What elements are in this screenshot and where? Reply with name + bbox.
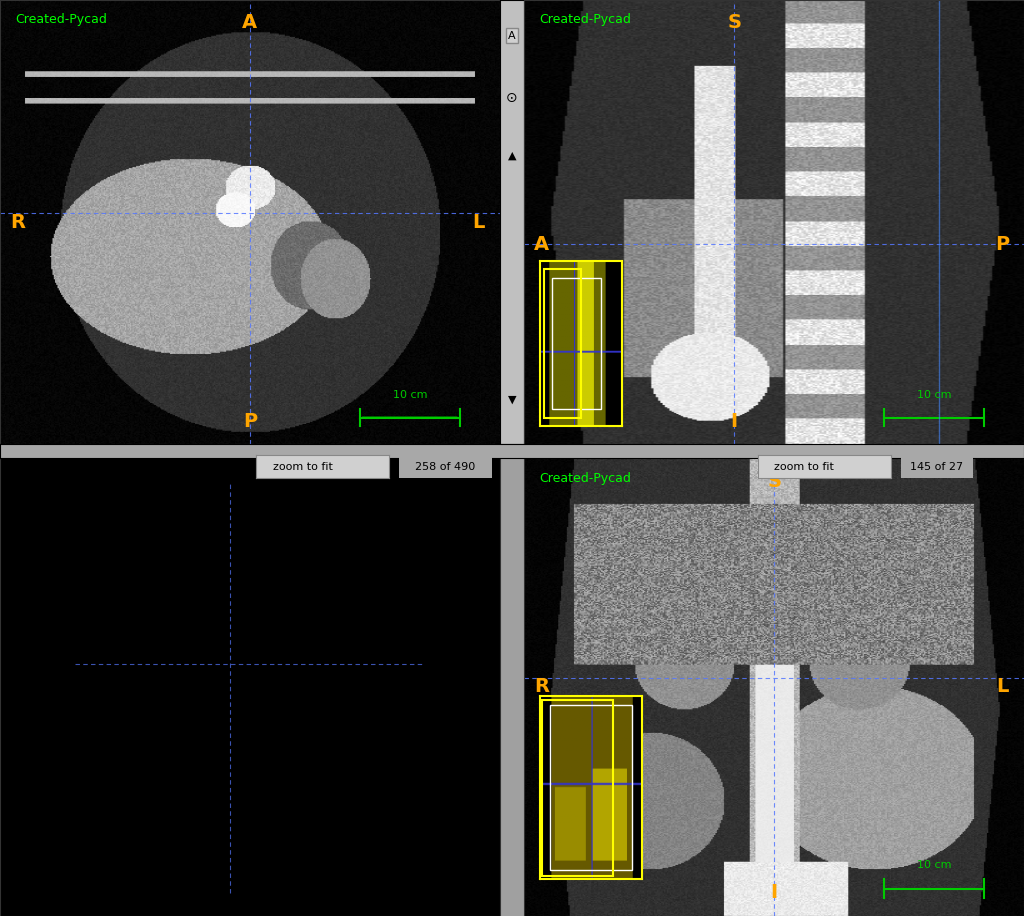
Text: 145 of 27: 145 of 27 [910,462,964,472]
Text: ⊙: ⊙ [506,91,518,104]
Bar [542,700,613,876]
Text: L: L [472,213,484,232]
Text: 10 cm: 10 cm [916,860,951,870]
Text: ▼: ▼ [508,395,516,405]
Text: I: I [771,883,777,902]
Text: I: I [730,412,737,431]
Text: 10 cm: 10 cm [392,390,427,399]
Text: P: P [995,234,1009,254]
Bar [544,269,581,418]
Text: zoom to fit: zoom to fit [272,462,333,472]
Text: 10 cm: 10 cm [916,390,951,399]
Text: A: A [535,234,550,254]
Text: Created-Pycad: Created-Pycad [540,14,631,27]
Text: R: R [535,678,549,696]
Text: S: S [767,472,781,491]
Text: A: A [508,30,516,40]
Text: ▲: ▲ [508,150,516,160]
Text: A: A [243,14,257,32]
Text: L: L [996,678,1009,696]
Text: S: S [727,14,741,32]
Text: R: R [10,213,25,232]
Text: P: P [243,412,257,431]
Text: 258 of 490: 258 of 490 [416,462,475,472]
Text: Created-Pycad: Created-Pycad [15,14,106,27]
Bar [552,278,601,409]
Text: Created-Pycad: Created-Pycad [540,472,631,485]
Text: zoom to fit: zoom to fit [774,462,835,472]
Bar [550,705,632,870]
